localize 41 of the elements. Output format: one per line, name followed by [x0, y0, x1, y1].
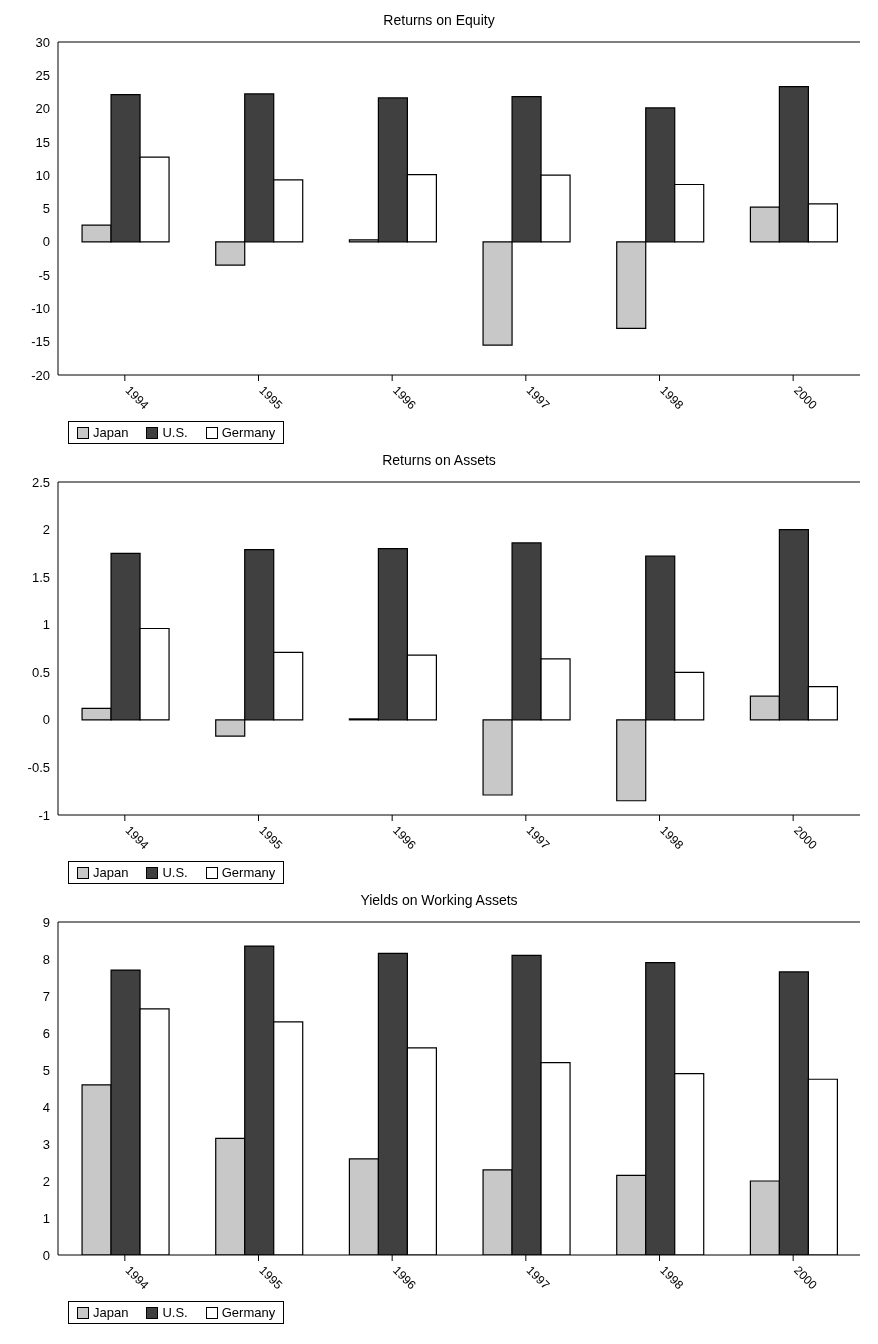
- y-tick-label: 10: [35, 167, 50, 183]
- legend-label: Japan: [93, 1305, 129, 1320]
- y-tick-label: -10: [31, 301, 50, 317]
- chart-title: Returns on Assets: [381, 451, 497, 470]
- legend-label: Germany: [221, 865, 276, 880]
- legend-label: Germany: [221, 425, 276, 440]
- y-tick-label: -0.5: [27, 760, 50, 776]
- legend-label: Japan: [93, 425, 129, 440]
- legend-label: U.S.: [162, 425, 188, 440]
- legend-label: Germany: [221, 1305, 276, 1320]
- y-tick-label: -1: [38, 807, 50, 823]
- y-tick-label: 6: [42, 1025, 50, 1041]
- y-tick-label: 30: [35, 34, 50, 50]
- chart-title: Yields on Working Assets: [359, 891, 519, 910]
- y-tick-label: 2: [42, 522, 50, 538]
- y-tick-label: 1: [42, 1210, 50, 1226]
- y-tick-label: 9: [42, 914, 50, 930]
- y-tick-label: 5: [42, 201, 50, 217]
- y-tick-label: -15: [31, 334, 50, 350]
- y-tick-label: 1.5: [31, 569, 50, 585]
- y-tick-label: 4: [42, 1099, 50, 1115]
- y-tick-label: 2.5: [31, 474, 50, 490]
- y-tick-label: 2: [42, 1173, 50, 1189]
- legend-label: U.S.: [162, 1305, 188, 1320]
- y-tick-label: -5: [38, 267, 50, 283]
- y-tick-label: 5: [42, 1062, 50, 1078]
- chart-title: Returns on Equity: [382, 11, 496, 30]
- y-tick-label: 7: [42, 988, 50, 1004]
- y-tick-label: 1: [42, 617, 50, 633]
- y-tick-label: 0.5: [31, 664, 50, 680]
- y-tick-label: 0: [42, 234, 50, 250]
- legend-label: U.S.: [162, 865, 188, 880]
- y-tick-label: 3: [42, 1136, 50, 1152]
- legend-label: Japan: [93, 865, 129, 880]
- y-tick-label: 0: [42, 1247, 50, 1263]
- y-tick-label: -20: [31, 367, 50, 383]
- y-tick-label: 20: [35, 101, 50, 117]
- y-tick-label: 25: [35, 67, 50, 83]
- y-tick-label: 0: [42, 712, 50, 728]
- y-tick-label: 15: [35, 134, 50, 150]
- y-tick-label: 8: [42, 951, 50, 967]
